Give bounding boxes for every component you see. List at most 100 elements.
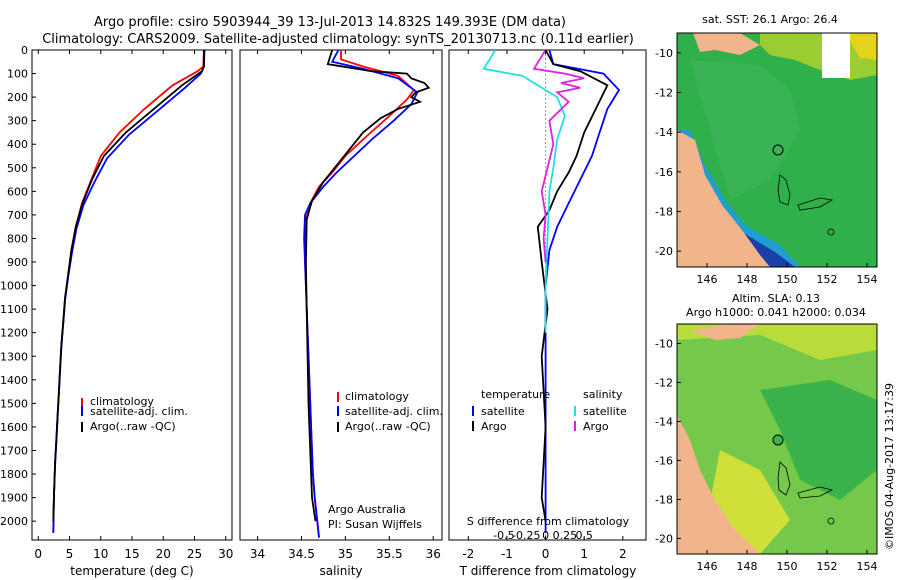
- sst-map-frame: [676, 32, 878, 268]
- y-tick-label: 0: [21, 44, 28, 57]
- legend-label-sat: satellite-adj. clim.: [90, 405, 188, 418]
- legend-label-t-argo: Argo: [481, 420, 507, 433]
- legend-label-s-sat: satellite: [583, 405, 627, 418]
- x-tick-label: 25: [187, 547, 202, 561]
- map-y-tick-label: -18: [655, 205, 673, 218]
- map-y-tick-label: -18: [655, 493, 673, 506]
- s-tick-label: 0.25: [553, 529, 578, 542]
- y-tick-label: 700: [7, 209, 28, 222]
- y-tick-label: 800: [7, 232, 28, 245]
- temperature-xlabel: temperature (deg C): [70, 564, 193, 578]
- title-line-2: Climatology: CARS2009. Satellite-adjuste…: [42, 32, 634, 47]
- x-tick-label: 34.5: [288, 547, 315, 561]
- y-tick-label: 100: [7, 68, 28, 81]
- map-x-tick-label: 150: [777, 560, 798, 573]
- legend-label-t-sat: satellite: [481, 405, 525, 418]
- map-y-tick-label: -16: [655, 166, 673, 179]
- y-tick-label: 2000: [0, 515, 28, 528]
- map-x-tick-label: 152: [817, 560, 838, 573]
- y-tick-label: 600: [7, 185, 28, 198]
- map-y-tick-label: -20: [655, 532, 673, 545]
- legend-label-clim: climatology: [345, 390, 409, 403]
- s-tick-label: 0: [542, 529, 549, 542]
- sst-map-panel: sat. SST: 26.1 Argo: 26.4 146 148 150 152 15…: [655, 13, 878, 286]
- s-tick-label: -0.25: [512, 529, 540, 542]
- map-y-tick-label: -14: [655, 126, 673, 139]
- salinity-lines: [303, 49, 431, 538]
- y-tick-label: 1100: [0, 303, 28, 316]
- legend-label-sat: satellite-adj. clim.: [345, 405, 443, 418]
- salinity-series-1: [303, 49, 419, 538]
- y-tick-label: 1300: [0, 350, 28, 363]
- map-x-tick-label: 154: [857, 560, 878, 573]
- legend-title-salinity: salinity: [583, 388, 623, 401]
- map-y-tick-label: -16: [655, 454, 673, 467]
- map-x-tick-label: 146: [697, 560, 718, 573]
- difference-s-ticks: -0.5-0.25 0 0.250.5: [493, 529, 593, 542]
- map-x-tick-label: 148: [737, 560, 758, 573]
- salinity-legend: climatology satellite-adj. clim. Argo(..…: [337, 390, 443, 433]
- difference-xlabel: T difference from climatology: [459, 564, 637, 578]
- y-tick-label: 400: [7, 138, 28, 151]
- map-x-tick-label: 152: [817, 273, 838, 286]
- legend-label-s-argo: Argo: [583, 420, 609, 433]
- salinity-series-2: [304, 49, 431, 522]
- map-x-tick-label: 146: [697, 273, 718, 286]
- legend-title-temperature: temperature: [481, 388, 550, 401]
- y-tick-label: 900: [7, 256, 28, 269]
- x-tick-label: 0: [542, 547, 550, 561]
- y-tick-label: 1500: [0, 397, 28, 410]
- map-y-tick-label: -10: [655, 337, 673, 350]
- y-tick-label: 1900: [0, 492, 28, 505]
- x-tick-label: 36: [426, 547, 441, 561]
- salinity-ticks: 34 34.5 35 35.5 36: [250, 50, 441, 561]
- difference-series-0: [544, 49, 621, 533]
- difference-axes-frame: [448, 49, 647, 541]
- imos-footer: ©IMOS 04-Aug-2017 13:17:39: [883, 383, 896, 550]
- sst-map-title: sat. SST: 26.1 Argo: 26.4: [702, 13, 838, 26]
- difference-panel: -2 -1 0 1 2 S difference from climatology -0…: [448, 49, 647, 578]
- salinity-annotation-2: PI: Susan Wijffels: [328, 518, 422, 531]
- sst-map-image: [677, 33, 877, 267]
- x-tick-label: 15: [124, 547, 139, 561]
- map-y-tick-label: -14: [655, 415, 673, 428]
- x-tick-label: 10: [93, 547, 108, 561]
- y-tick-label: 200: [7, 91, 28, 104]
- legend-label-argo: Argo(..raw -QC): [345, 420, 431, 433]
- difference-ticks: -2 -1 0 1 2: [462, 50, 627, 561]
- sla-map-title: Altim. SLA: 0.13: [732, 292, 820, 305]
- difference-series-2: [482, 49, 566, 333]
- title-line-1: Argo profile: csiro 5903944_39 13-Jul-20…: [94, 15, 566, 30]
- temperature-panel: 0 5 10 15 20 25 300100200300400500600700800900…: [0, 44, 233, 578]
- temperature-ticks: 0 5 10 15 20 25 300100200300400500600700800900…: [0, 44, 233, 561]
- map-x-tick-label: 150: [777, 273, 798, 286]
- s-tick-label: -0.5: [493, 529, 514, 542]
- map-x-tick-label: 148: [737, 273, 758, 286]
- sla-map-ticks: 146 148 150 152 154 -10 -12 -14 -16 -18 -20: [655, 337, 877, 573]
- map-y-tick-label: -20: [655, 245, 673, 258]
- y-tick-label: 1600: [0, 421, 28, 434]
- map-x-tick-label: 154: [857, 273, 878, 286]
- y-tick-label: 1400: [0, 374, 28, 387]
- x-tick-label: 0: [34, 547, 42, 561]
- x-tick-label: 35: [338, 547, 353, 561]
- map-y-tick-label: -12: [655, 376, 673, 389]
- temperature-axes-frame: [31, 49, 233, 541]
- s-tick-label: 0.5: [575, 529, 593, 542]
- salinity-xlabel: salinity: [319, 564, 362, 578]
- temperature-lines: [52, 49, 206, 533]
- y-tick-label: 1700: [0, 444, 28, 457]
- y-tick-label: 300: [7, 115, 28, 128]
- y-tick-label: 1200: [0, 327, 28, 340]
- x-tick-label: -1: [501, 547, 513, 561]
- salinity-annotation-1: Argo Australia: [328, 503, 406, 516]
- difference-legend: temperature satellite Argo salinity sate…: [472, 388, 627, 433]
- difference-xlabel-top: S difference from climatology: [467, 515, 630, 528]
- difference-lines: [482, 49, 621, 540]
- map-y-tick-label: -12: [655, 86, 673, 99]
- x-tick-label: 5: [66, 547, 74, 561]
- sla-map-frame: [676, 323, 878, 555]
- x-tick-label: 20: [156, 547, 171, 561]
- y-tick-label: 500: [7, 162, 28, 175]
